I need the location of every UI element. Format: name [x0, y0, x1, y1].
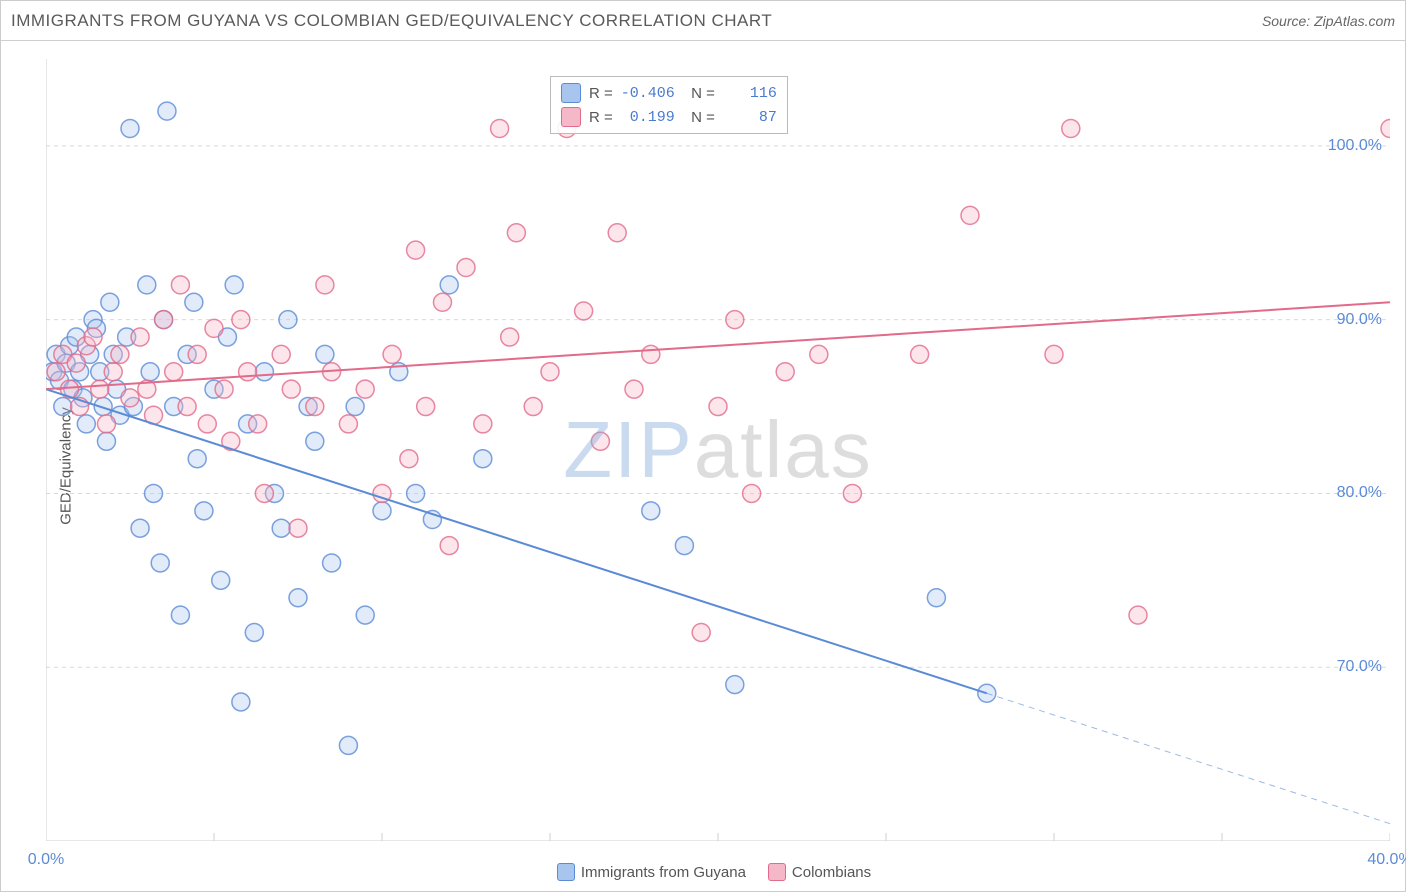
stats-r-label: R = [589, 109, 613, 126]
legend-swatch-icon [557, 863, 575, 881]
y-tick-label: 90.0% [1337, 311, 1382, 329]
legend-label: Colombians [792, 864, 871, 881]
chart-area: ZIPatlas R =-0.406 N =116R =0.199 N =87 [46, 59, 1390, 841]
stats-legend-box: R = -0.406 N = 116 R = 0.199 N = 87 [550, 76, 788, 134]
chart-container: IMMIGRANTS FROM GUYANA VS COLOMBIAN GED/… [0, 0, 1406, 892]
scatter-plot [46, 59, 1390, 841]
stats-row: R = -0.406 N = 116 [561, 81, 777, 105]
y-tick-label: 80.0% [1337, 484, 1382, 502]
swatch-icon [561, 83, 581, 103]
y-tick-label: 70.0% [1337, 658, 1382, 676]
stats-n-value: 87 [723, 109, 777, 126]
plot-region: GED/Equivalency ZIPatlas R =-0.406 N =11… [1, 41, 1405, 891]
source-label: Source: ZipAtlas.com [1262, 13, 1395, 29]
topbar: IMMIGRANTS FROM GUYANA VS COLOMBIAN GED/… [1, 1, 1405, 41]
y-tick-label: 100.0% [1328, 137, 1382, 155]
stats-n-value: 116 [723, 85, 777, 102]
chart-title: IMMIGRANTS FROM GUYANA VS COLOMBIAN GED/… [11, 11, 772, 31]
stats-r-value: 0.199 [621, 109, 675, 126]
x-tick-label: 0.0% [28, 851, 64, 869]
legend-label: Immigrants from Guyana [581, 864, 746, 881]
stats-r-value: -0.406 [621, 85, 675, 102]
stats-n-label: N = [683, 109, 715, 126]
stats-row: R = 0.199 N = 87 [561, 105, 777, 129]
swatch-icon [561, 107, 581, 127]
bottom-legend: Immigrants from Guyana Colombians [1, 863, 1405, 881]
stats-r-label: R = [589, 85, 613, 102]
legend-swatch-icon [768, 863, 786, 881]
x-tick-label: 40.0% [1367, 851, 1406, 869]
stats-n-label: N = [683, 85, 715, 102]
